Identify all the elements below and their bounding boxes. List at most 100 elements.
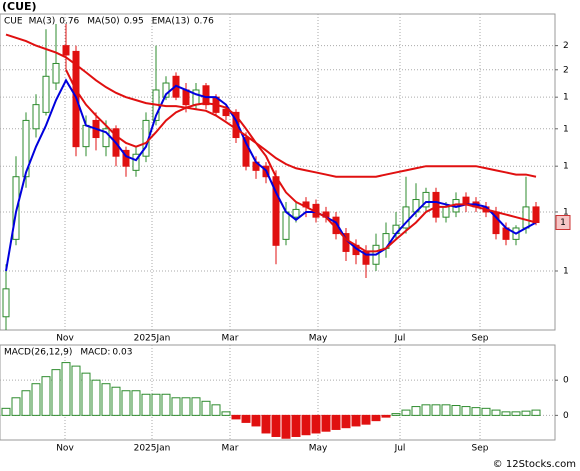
candle-body (82, 124, 90, 148)
price-tag (555, 214, 571, 230)
x-tick-label: Jul (394, 444, 406, 454)
bar (331, 414, 341, 430)
candle-body (42, 75, 50, 113)
x-tick-label: 2025Jan (134, 444, 171, 454)
bar (241, 414, 251, 423)
x-tick-label: Nov (56, 444, 74, 454)
candle-body (132, 153, 140, 171)
bar (361, 414, 371, 425)
legend-name: EMA(13) (152, 17, 190, 27)
legend-value: 0.95 (124, 17, 144, 27)
bar (511, 411, 521, 416)
chart-title: (CUE) (2, 0, 37, 13)
candle-body (282, 211, 290, 240)
bar (51, 369, 61, 416)
bar (41, 376, 51, 416)
bar (411, 406, 421, 416)
candle-body (52, 62, 60, 84)
candle-body (2, 288, 10, 318)
watermark: © 12Stocks.com (493, 459, 576, 470)
bar (291, 414, 301, 437)
x-tick-label: May (309, 444, 328, 454)
bar (91, 379, 101, 416)
line-series (5, 78, 537, 272)
bar (421, 404, 431, 416)
bar (151, 393, 161, 416)
candle-body (102, 128, 110, 148)
bar (141, 393, 151, 416)
bar (501, 411, 511, 416)
bar (71, 365, 81, 416)
y-tick-label: 0 (563, 411, 569, 421)
y-tick-label: 1 (563, 266, 569, 276)
bar (431, 404, 441, 416)
bar (261, 414, 271, 434)
x-tick-label: Nov (56, 334, 74, 344)
y-tick-label: 1 (563, 162, 569, 172)
candle-body (432, 191, 440, 218)
price-tag-label: 1 (560, 218, 566, 228)
bar (61, 362, 71, 416)
bar (351, 414, 361, 427)
candle-body (202, 85, 210, 106)
bar (481, 407, 491, 416)
bar (171, 397, 181, 416)
bar (1, 407, 11, 416)
bar (21, 390, 31, 416)
legend-name: MACD: (80, 348, 110, 358)
bar (191, 397, 201, 416)
candle-body (162, 82, 170, 98)
bar (251, 414, 261, 427)
x-tick-label: May (309, 334, 328, 344)
bar (371, 414, 381, 422)
price-panel (0, 13, 556, 331)
candle-body (222, 108, 230, 117)
bar (531, 409, 541, 416)
bar (281, 414, 291, 439)
bar (181, 397, 191, 416)
x-tick-label: Sep (472, 444, 489, 454)
legend-name: MA(3) (29, 17, 56, 27)
legend-value: 0.03 (112, 348, 132, 358)
y-tick-label: 1 (563, 93, 569, 103)
line-series (65, 69, 537, 253)
x-tick-label: Mar (222, 444, 239, 454)
legend-value: 0.76 (194, 17, 214, 27)
candle-body (242, 137, 250, 167)
bar (111, 386, 121, 416)
bar (161, 393, 171, 416)
bar (401, 409, 411, 416)
bar (121, 390, 131, 416)
bar (391, 413, 401, 416)
candle-body (422, 191, 430, 208)
candle-body (532, 206, 540, 223)
candle-body (62, 45, 70, 56)
bar (381, 414, 391, 418)
y-tick-label: 2 (563, 41, 569, 51)
x-tick-label: 2025Jan (134, 334, 171, 344)
bar (321, 414, 331, 432)
bar (211, 404, 221, 416)
y-tick-label: 1 (563, 124, 569, 134)
bar (301, 414, 311, 436)
x-tick-label: Sep (472, 334, 489, 344)
candle-body (522, 206, 530, 229)
bar (461, 406, 471, 416)
bar (341, 414, 351, 429)
bar (311, 414, 321, 434)
bar (521, 410, 531, 416)
bar (451, 405, 461, 416)
x-tick-label: Mar (222, 334, 239, 344)
bar (11, 397, 21, 416)
bar (271, 414, 281, 437)
candle-body (32, 104, 40, 130)
bar (31, 383, 41, 416)
candle-body (22, 119, 30, 178)
bar (231, 414, 241, 420)
candle-body (462, 196, 470, 205)
candle-body (182, 89, 190, 106)
bar (101, 383, 111, 416)
bar (201, 400, 211, 416)
